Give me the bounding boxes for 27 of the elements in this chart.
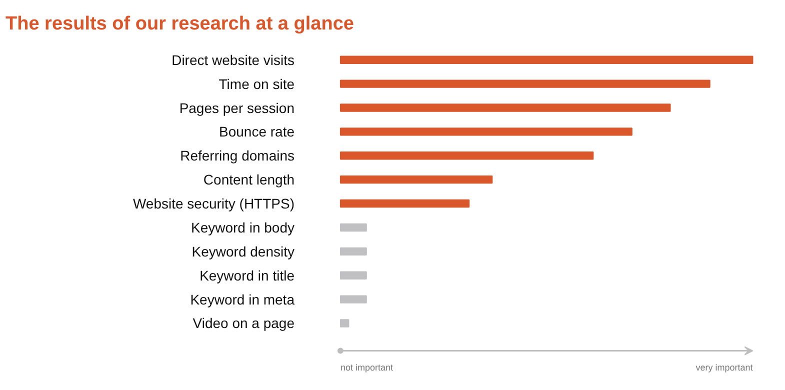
- bar: [340, 199, 470, 208]
- bar: [340, 247, 367, 256]
- bar: [340, 128, 632, 136]
- y-tick-label: Video on a page: [192, 315, 295, 332]
- y-tick-label: Keyword in title: [200, 267, 295, 284]
- y-tick-label: Keyword in body: [190, 219, 295, 236]
- y-tick-label: Keyword density: [192, 243, 294, 260]
- bar: [340, 175, 493, 184]
- text: very important: [696, 362, 754, 372]
- bar: [340, 271, 367, 280]
- bar: [340, 319, 350, 328]
- bar: [340, 56, 754, 64]
- bar: [340, 104, 671, 112]
- y-tick-label: Keyword in meta: [190, 291, 295, 308]
- bar: [340, 152, 594, 160]
- bar: [340, 295, 367, 304]
- bar: [340, 223, 367, 232]
- y-tick-label: Direct website visits: [172, 52, 295, 68]
- text: The results of our research at a glance: [6, 14, 354, 34]
- y-tick-label: Referring domains: [180, 148, 295, 164]
- text: not important: [340, 362, 394, 372]
- y-tick-label: Time on site: [218, 76, 295, 92]
- bar: [340, 80, 710, 88]
- y-tick-label: Pages per session: [179, 100, 295, 116]
- y-tick-label: Website security (HTTPS): [132, 196, 294, 212]
- y-tick-label: Bounce rate: [219, 124, 295, 140]
- y-tick-label: Content length: [203, 172, 295, 188]
